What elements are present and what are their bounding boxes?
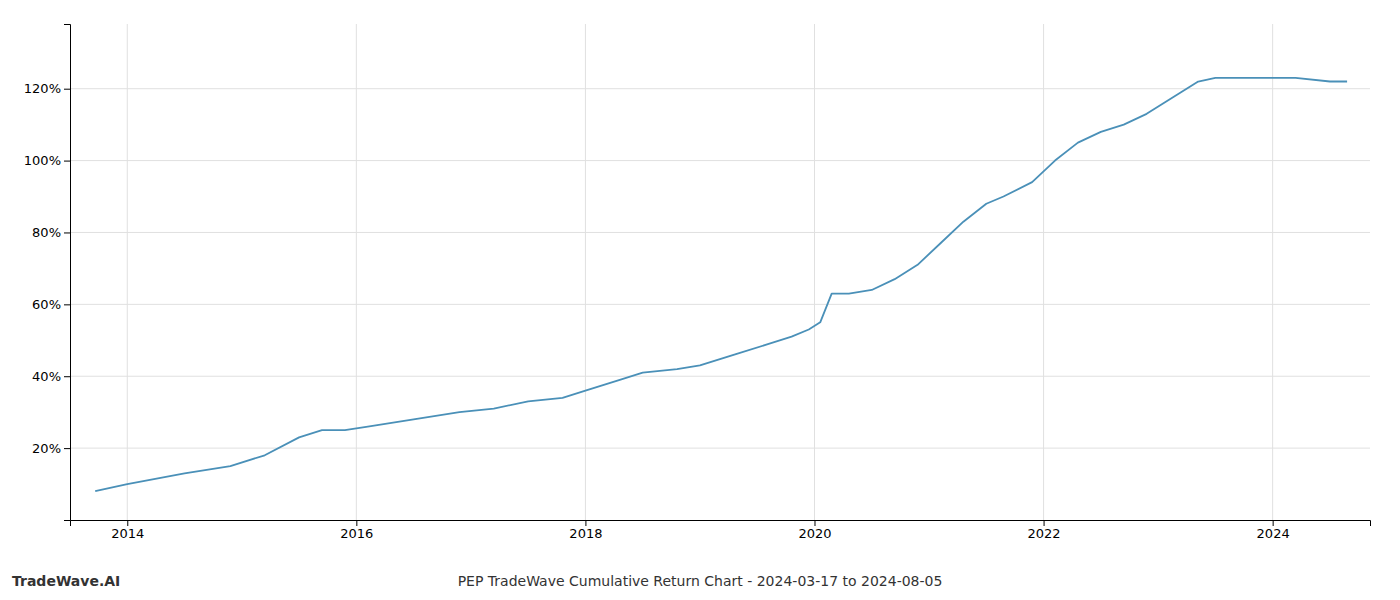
- line: [95, 78, 1347, 491]
- chart: 2014 2016 2018 2020 2022 2024 20% 40% 60% 80% 100%…: [0, 0, 1400, 600]
- x-tick-mark: [1273, 520, 1274, 526]
- y-tick-mark: [64, 232, 70, 233]
- y-tick-label: 60%: [32, 297, 61, 312]
- grid-line-x: [814, 24, 815, 520]
- y-tick: 60%: [32, 297, 70, 312]
- y-tick-label: 20%: [32, 441, 61, 456]
- plot-area: 2014 2016 2018 2020 2022 2024 20% 40% 60% 80% 100%…: [24, 24, 1371, 541]
- title: PEP TradeWave Cumulative Return Chart - …: [458, 573, 943, 589]
- grid-line-x: [585, 24, 586, 520]
- y-tick: 120%: [24, 81, 70, 96]
- x-tick-label: 2020: [798, 526, 831, 541]
- y-tick: 40%: [32, 369, 70, 384]
- x-axis-line: [71, 521, 1371, 527]
- x-axis: 2014 2016 2018 2020 2022 2024: [71, 520, 1371, 541]
- x-tick-mark: [585, 520, 586, 526]
- y-tick-mark: [64, 161, 70, 162]
- grid-line-x: [127, 24, 128, 520]
- y-tick: 20%: [32, 441, 70, 456]
- x-tick-label: 2024: [1257, 526, 1290, 541]
- x-tick-mark: [127, 520, 128, 526]
- grid-line-y: [70, 232, 1370, 233]
- y-tick-label: 120%: [24, 81, 61, 96]
- y-axis-line: [64, 25, 71, 521]
- y-tick-label: 100%: [24, 153, 61, 168]
- marks: [95, 78, 1347, 491]
- x-tick-label: 2014: [111, 526, 144, 541]
- x-tick-label: 2016: [340, 526, 373, 541]
- grid-line-y: [70, 304, 1370, 305]
- grid-line-y: [70, 376, 1370, 377]
- y-tick-mark: [64, 89, 70, 90]
- x-tick: 2024: [1257, 520, 1290, 541]
- grid-line-x: [356, 24, 357, 520]
- x-tick: 2020: [798, 520, 831, 541]
- y-tick: 100%: [24, 153, 70, 168]
- x-tick: 2022: [1028, 520, 1061, 541]
- grid: [70, 24, 1370, 520]
- y-tick-mark: [64, 376, 70, 377]
- grid-line-x: [1272, 24, 1273, 520]
- watermark: TradeWave.AI: [12, 573, 120, 589]
- y-tick-label: 80%: [32, 225, 61, 240]
- x-tick: 2018: [569, 520, 602, 541]
- grid-line-y: [70, 88, 1370, 89]
- grid-line-y: [70, 160, 1370, 161]
- x-tick-label: 2018: [569, 526, 602, 541]
- x-tick: 2016: [340, 520, 373, 541]
- y-tick: 80%: [32, 225, 70, 240]
- x-tick-mark: [814, 520, 815, 526]
- grid-line-x: [1043, 24, 1044, 520]
- grid-line-y: [70, 448, 1370, 449]
- x-tick-mark: [1044, 520, 1045, 526]
- x-tick-mark: [356, 520, 357, 526]
- y-tick-label: 40%: [32, 369, 61, 384]
- x-tick-label: 2022: [1028, 526, 1061, 541]
- y-axis: 20% 40% 60% 80% 100% 120%: [24, 25, 71, 521]
- y-tick-mark: [64, 448, 70, 449]
- x-tick: 2014: [111, 520, 144, 541]
- y-tick-mark: [64, 304, 70, 305]
